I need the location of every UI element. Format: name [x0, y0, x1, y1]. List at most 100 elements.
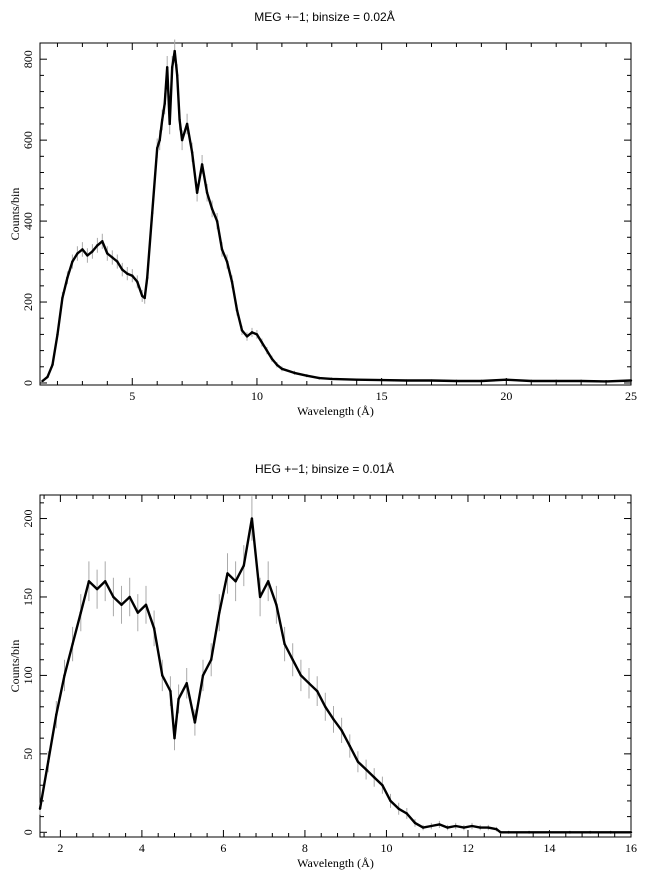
heg-x-tick-label: 2: [57, 841, 63, 855]
heg-data-point: [104, 580, 107, 583]
meg-data-point: [185, 122, 189, 126]
meg-data-point: [210, 207, 214, 211]
meg-data-point: [275, 363, 279, 366]
meg-data-point: [430, 379, 433, 382]
heg-data-point: [495, 827, 498, 831]
heg-data-point: [275, 603, 278, 607]
heg-data-point: [38, 807, 42, 810]
heg-x-tick-label: 10: [380, 841, 392, 855]
meg-x-axis-title: Wavelength (Å): [297, 404, 374, 418]
heg-x-tick-label: 8: [302, 841, 308, 855]
heg-series-line: [38, 517, 631, 834]
meg-data-point: [81, 248, 84, 251]
heg-data-point: [389, 799, 392, 803]
heg-data-point: [507, 831, 510, 834]
heg-data-point: [177, 697, 180, 701]
heg-data-point: [144, 603, 148, 607]
heg-data-point: [291, 658, 294, 661]
heg-data-point: [421, 826, 425, 829]
meg-data-point: [530, 379, 533, 383]
meg-data-point: [629, 379, 633, 382]
heg-data-point: [527, 831, 531, 834]
heg-data-point: [63, 674, 66, 677]
heg-data-point: [568, 831, 572, 834]
meg-data-point: [163, 102, 166, 105]
meg-data-point: [455, 379, 458, 383]
meg-data-point: [71, 260, 74, 263]
meg-plot-frame: [39, 42, 632, 386]
meg-x-tick-label: 25: [625, 389, 637, 403]
heg-data-point: [152, 627, 156, 630]
heg-data-point: [161, 674, 164, 677]
heg-data-point: [430, 824, 433, 828]
heg-data-point: [315, 689, 319, 693]
heg-data-point: [283, 642, 286, 646]
heg-data-point: [46, 760, 50, 763]
heg-data-point: [267, 580, 270, 583]
heg-data-point: [629, 831, 633, 834]
meg-data-point: [158, 138, 161, 142]
meg-x-tick-label: 5: [129, 389, 135, 403]
heg-data-point: [234, 580, 237, 583]
meg-data-point: [293, 371, 296, 375]
meg-data-point: [126, 272, 129, 275]
meg-chart-title: MEG +−1; binsize = 0.02Å: [254, 10, 395, 24]
meg-data-point: [41, 379, 44, 383]
heg-data-point: [226, 572, 229, 575]
heg-data-point: [356, 760, 360, 763]
meg-data-point: [66, 276, 69, 279]
heg-plot-frame: [39, 494, 632, 838]
meg-data-point: [156, 147, 159, 150]
heg-data-point: [169, 689, 172, 693]
meg-data-point: [265, 349, 269, 352]
heg-data-point: [242, 564, 245, 567]
heg-data-point: [348, 744, 351, 748]
meg-data-point: [280, 367, 284, 371]
heg-data-point: [340, 729, 343, 732]
heg-data-point: [324, 705, 327, 708]
meg-data-point: [151, 211, 154, 215]
meg-data-point: [579, 379, 583, 383]
heg-data-point: [487, 826, 490, 829]
meg-x-tick-label: 20: [500, 389, 512, 403]
heg-x-tick-label: 16: [625, 841, 637, 855]
heg-data-point: [499, 831, 502, 834]
meg-data-point: [106, 252, 109, 255]
meg-data-point: [146, 276, 149, 279]
heg-data-point: [462, 826, 466, 829]
heg-data-point: [364, 768, 368, 771]
meg-data-point: [165, 66, 169, 69]
heg-data-point: [470, 824, 474, 828]
meg-data-point: [131, 274, 134, 277]
meg-data-point: [255, 333, 259, 336]
meg-data-point: [225, 260, 229, 263]
meg-y-tick-label: 0: [21, 380, 35, 386]
meg-data-point: [260, 341, 264, 344]
meg-data-point: [270, 357, 274, 360]
heg-data-point: [193, 721, 197, 724]
heg-data-point: [95, 587, 99, 591]
meg-y-axis-title: Counts/bin: [8, 188, 22, 241]
heg-y-tick-label: 0: [21, 829, 35, 835]
meg-data-point: [160, 118, 164, 122]
meg-data-point: [355, 378, 358, 381]
heg-data-point: [173, 736, 176, 740]
heg-data-point: [373, 776, 376, 779]
meg-data-point: [190, 151, 194, 154]
meg-data-point: [604, 380, 608, 383]
meg-data-point: [170, 66, 174, 69]
meg-data-point: [168, 122, 171, 126]
meg-data-point: [405, 379, 408, 382]
heg-data-point: [299, 674, 303, 677]
meg-data-point: [101, 240, 104, 243]
heg-data-point: [128, 595, 131, 599]
heg-x-tick-label: 12: [462, 841, 474, 855]
meg-y-tick-label: 600: [21, 131, 35, 149]
heg-data-point: [548, 831, 551, 834]
meg-y-tick-label: 400: [21, 212, 35, 230]
meg-y-tick-label: 200: [21, 293, 35, 311]
heg-x-tick-label: 6: [220, 841, 226, 855]
meg-data-point: [240, 329, 244, 332]
meg-data-point: [136, 280, 139, 283]
